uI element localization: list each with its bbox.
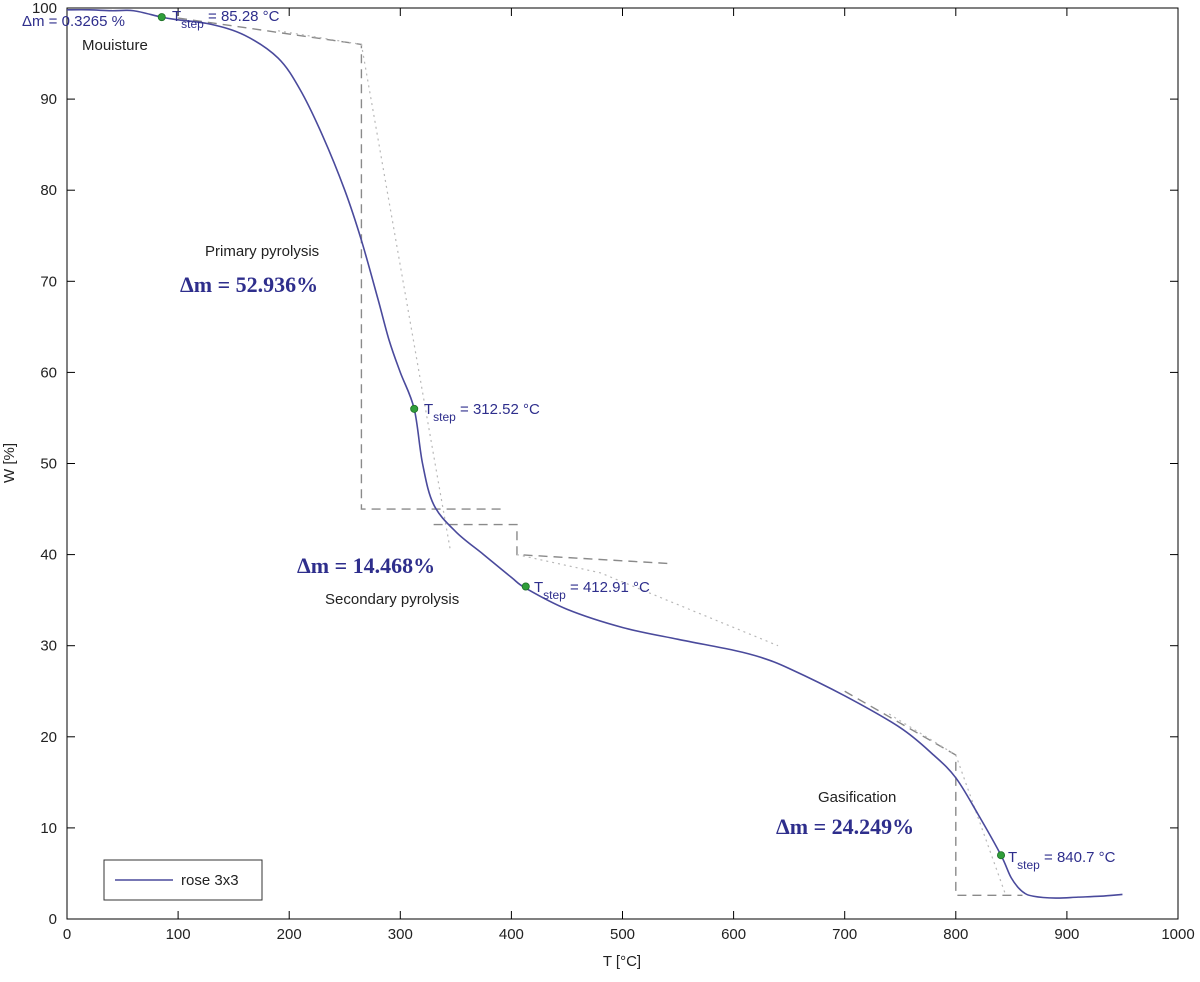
moisture-dm-label: Δm = 0.3265 % — [22, 13, 125, 30]
step-slope-dotted — [888, 713, 1007, 896]
legend-entry-label: rose 3x3 — [181, 872, 239, 889]
tstep-equals: = — [566, 579, 583, 596]
tstep-value: 840.7 °C — [1057, 849, 1116, 866]
primary-pyrolysis-dm: Δm = 52.936% — [180, 272, 318, 297]
step-guide-dashed — [844, 690, 1023, 897]
x-tick-label: 600 — [721, 926, 746, 943]
y-tick-label: 90 — [40, 91, 57, 108]
plot-area — [66, 7, 1179, 920]
y-tick-label: 50 — [40, 456, 57, 473]
y-tick-label: 60 — [40, 364, 57, 381]
step-slope-dotted — [277, 30, 451, 551]
tstep-value: 412.91 °C — [583, 579, 650, 596]
gasification-dm: Δm = 24.249% — [776, 814, 914, 839]
step-guides — [178, 17, 1023, 897]
x-tick-label: 0 — [63, 926, 71, 943]
x-tick-label: 100 — [166, 926, 191, 943]
step-slope-dotted — [516, 554, 779, 647]
step-guide-dashed — [433, 523, 673, 565]
tstep-subscript: step — [543, 588, 566, 602]
secondary-pyrolysis-dm: Δm = 14.468% — [297, 553, 435, 578]
x-axis-label: T [°C] — [603, 953, 641, 970]
y-tick-label: 40 — [40, 547, 57, 564]
tstep-value: 312.52 °C — [473, 401, 540, 418]
tstep-annotation-primary: Tstep = 312.52 °C — [424, 401, 540, 424]
tstep-symbol: T — [534, 579, 543, 596]
step-point-marker — [997, 851, 1006, 860]
gasification-label: Gasification — [818, 789, 896, 806]
y-tick-label: 20 — [40, 729, 57, 746]
step-points — [157, 13, 1006, 860]
y-tick-label: 100 — [32, 0, 57, 17]
step-point-marker — [521, 582, 530, 591]
axis-ticks: 0 100 200 300 400 500 600 700 800 900 1000 0 10 20 30 4… — [32, 0, 1195, 943]
tstep-symbol: T — [424, 401, 433, 418]
primary-pyrolysis-label: Primary pyrolysis — [205, 243, 319, 260]
tstep-subscript: step — [181, 17, 204, 31]
y-tick-label: 10 — [40, 820, 57, 837]
x-tick-label: 200 — [277, 926, 302, 943]
tstep-symbol: T — [172, 8, 181, 25]
tstep-subscript: step — [1017, 858, 1040, 872]
y-axis-label: W [%] — [1, 443, 18, 483]
y-tick-label: 70 — [40, 273, 57, 290]
tstep-symbol: T — [1008, 849, 1017, 866]
tstep-equals: = — [1040, 849, 1057, 866]
x-tick-label: 800 — [943, 926, 968, 943]
secondary-pyrolysis-label: Secondary pyrolysis — [325, 591, 459, 608]
tstep-equals: = — [456, 401, 473, 418]
tstep-value: 85.28 °C — [221, 8, 280, 25]
step-guide-dashed — [178, 17, 506, 510]
step-point-marker — [157, 13, 166, 22]
tstep-annotation-secondary: Tstep = 412.91 °C — [534, 579, 650, 602]
x-tick-label: 300 — [388, 926, 413, 943]
tstep-equals: = — [204, 8, 221, 25]
tstep-annotation-gasification: Tstep = 840.7 °C — [1008, 849, 1116, 872]
tstep-annotation-moisture: Tstep = 85.28 °C — [172, 8, 280, 31]
legend: rose 3x3 — [103, 859, 263, 901]
x-tick-label: 500 — [610, 926, 635, 943]
step-point-marker — [410, 404, 419, 413]
moisture-label: Mouisture — [82, 37, 148, 54]
y-tick-label: 0 — [49, 911, 57, 928]
y-tick-label: 80 — [40, 182, 57, 199]
tstep-subscript: step — [433, 410, 456, 424]
x-tick-label: 900 — [1054, 926, 1079, 943]
x-tick-label: 1000 — [1161, 926, 1194, 943]
x-tick-label: 700 — [832, 926, 857, 943]
x-tick-label: 400 — [499, 926, 524, 943]
y-tick-label: 30 — [40, 638, 57, 655]
